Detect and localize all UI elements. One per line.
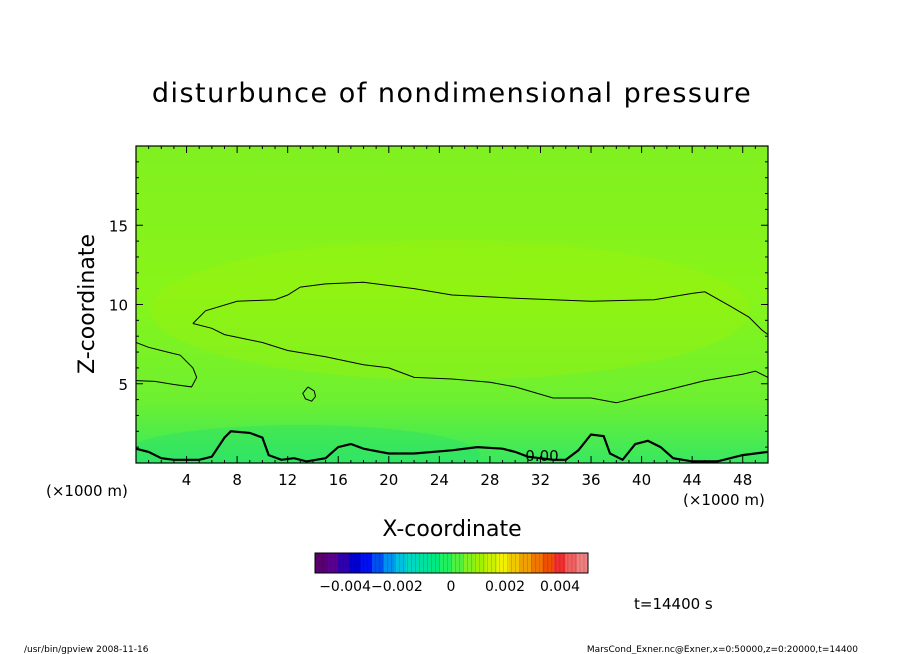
colorbar-swatch <box>542 553 555 573</box>
x-tick-label: 32 <box>531 471 550 489</box>
colorbar-swatch <box>474 553 487 573</box>
contour-label: 0.00 <box>525 447 558 465</box>
contour-small-loop <box>302 386 317 402</box>
contour-lines <box>136 281 768 463</box>
x-axis: 4 8 12 16 20 24 28 32 36 40 44 48 <box>148 146 756 489</box>
colorbar-swatch <box>451 553 464 573</box>
x-tick-label: 8 <box>232 471 242 489</box>
x-tick-label: 4 <box>182 471 192 489</box>
colorbar-swatch <box>315 553 327 573</box>
x-tick-label: 44 <box>683 471 702 489</box>
colorbar-frame <box>314 552 589 574</box>
colorbar-swatch <box>508 553 521 573</box>
colorbar-swatch <box>428 553 441 573</box>
contour-zero-surface <box>136 430 768 463</box>
x-tick-label: 12 <box>278 471 297 489</box>
colorbar-label-002: 0.002 <box>485 579 525 595</box>
contour-upper <box>136 342 198 388</box>
y-tick-label: 15 <box>109 217 128 235</box>
y-axis-label: Z-coordinate <box>75 234 100 374</box>
colorbar-swatch <box>531 553 543 573</box>
field-patch-light <box>150 240 750 380</box>
x-unit-right: (×1000 m) <box>683 491 765 509</box>
colorbar-swatch <box>553 553 566 573</box>
x-tick-label: 40 <box>632 471 651 489</box>
x-tick-label: 36 <box>581 471 600 489</box>
colorbar-swatch <box>417 553 430 573</box>
x-unit-left: (×1000 m) <box>46 482 128 500</box>
field-patch-dark <box>136 425 480 463</box>
y-tick-label: 10 <box>109 297 128 315</box>
colorbar-swatch <box>326 553 339 573</box>
x-tick-label: 48 <box>733 471 752 489</box>
colorbar-swatch <box>349 553 361 573</box>
x-tick-label: 24 <box>430 471 449 489</box>
contour-middle <box>192 281 768 336</box>
colorbar-swatch <box>576 553 589 573</box>
colorbar-swatch <box>485 553 498 573</box>
colorbar-swatch <box>360 553 373 573</box>
colorbar-label-zero: 0 <box>447 579 456 595</box>
colorbar-swatch <box>565 553 578 573</box>
plot-area <box>136 146 768 463</box>
y-axis: 5 10 15 <box>109 161 768 448</box>
colorbar-label-004: 0.004 <box>540 579 580 595</box>
x-tick-label: 16 <box>329 471 348 489</box>
footer-right: MarsCond_Exner.nc@Exner,x=0:50000,z=0:20… <box>587 645 858 654</box>
x-axis-label: X-coordinate <box>382 517 521 542</box>
chart-title: disturbunce of nondimensional pressure <box>152 78 752 109</box>
colorbar-swatch <box>406 553 418 573</box>
colorbar-label-negative: −0.004−0.002 <box>319 579 423 595</box>
colorbar-swatch <box>440 553 452 573</box>
colorbar-swatch <box>337 553 350 573</box>
time-label: t=14400 s <box>634 595 713 613</box>
contour-lower <box>192 323 768 404</box>
footer-left: /usr/bin/gpview 2008-11-16 <box>24 645 149 654</box>
y-tick-label: 5 <box>118 376 128 394</box>
x-tick-label: 28 <box>480 471 499 489</box>
field-background <box>136 146 768 463</box>
colorbar-swatch <box>394 553 407 573</box>
colorbar-swatch <box>371 553 384 573</box>
colorbar-swatch <box>497 553 509 573</box>
colorbar-swatch <box>519 553 532 573</box>
x-tick-label: 20 <box>379 471 398 489</box>
colorbar-swatch <box>383 553 396 573</box>
colorbar-swatch <box>462 553 475 573</box>
colorbar <box>315 553 589 573</box>
